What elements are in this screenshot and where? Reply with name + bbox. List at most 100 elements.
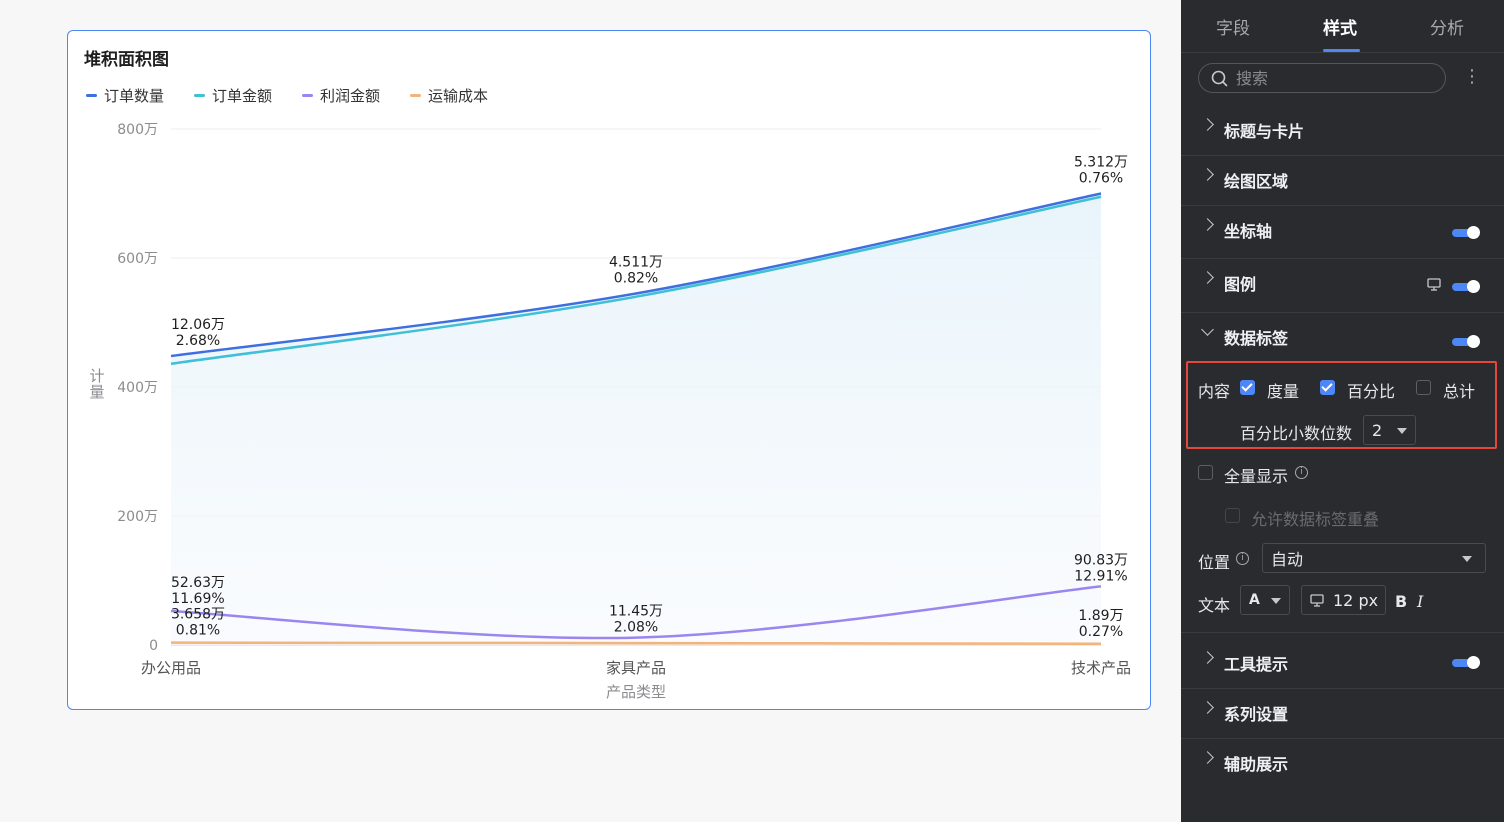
section-label: 辅助展示: [1224, 755, 1289, 774]
legend-item-order-count[interactable]: 订单数量: [86, 85, 164, 106]
chevron-right-icon: [1201, 118, 1214, 131]
data-label-percent: 11.69%: [171, 591, 224, 607]
total-checkbox[interactable]: [1416, 380, 1431, 395]
data-label-value: 4.511万: [609, 254, 663, 270]
section-aux-display[interactable]: 辅助展示: [1181, 739, 1504, 789]
series-line: [170, 195, 1102, 366]
measure-checkbox[interactable]: [1240, 380, 1255, 395]
data-label-value: 90.83万: [1074, 552, 1128, 568]
section-label: 工具提示: [1224, 655, 1289, 674]
caret-down-icon: [1462, 556, 1472, 562]
legend-swatch: [194, 94, 206, 97]
data-label-percent: 12.91%: [1074, 568, 1127, 584]
section-label: 绘图区域: [1224, 172, 1289, 191]
legend-swatch: [302, 94, 314, 97]
section-series-settings[interactable]: 系列设置: [1181, 689, 1504, 739]
more-options-icon[interactable]: ⋮: [1463, 66, 1481, 87]
decimals-value: 2: [1372, 420, 1383, 440]
data-label-toggle[interactable]: [1452, 335, 1480, 348]
section-axis[interactable]: 坐标轴: [1181, 206, 1504, 259]
chevron-right-icon: [1201, 651, 1214, 664]
section-label[interactable]: 数据标签: [1224, 329, 1289, 348]
measure-label: 度量: [1267, 382, 1300, 401]
y-tick-label: 600万: [117, 251, 158, 267]
monitor-icon: [1310, 593, 1324, 607]
percent-checkbox[interactable]: [1320, 380, 1335, 395]
data-label-value: 12.06万: [171, 317, 225, 333]
legend-label: 运输成本: [428, 87, 489, 105]
section-label: 标题与卡片: [1224, 122, 1305, 141]
allow-overlap-label: 允许数据标签重叠: [1251, 510, 1380, 529]
allow-overlap-checkbox[interactable]: [1225, 508, 1240, 523]
data-label-percent: 2.68%: [176, 333, 220, 349]
style-panel: 字段 样式 分析 ⋮ 标题与卡片 绘图区域 坐标轴 图例: [1181, 0, 1504, 822]
y-tick-label: 0: [149, 638, 158, 654]
section-label: 坐标轴: [1224, 222, 1273, 241]
axis-toggle[interactable]: [1452, 226, 1480, 239]
y-tick-label: 800万: [117, 122, 158, 138]
search-icon: [1211, 70, 1228, 86]
section-tooltip[interactable]: 工具提示: [1181, 633, 1504, 689]
position-label: 位置: [1198, 553, 1231, 572]
chart-legend: 订单数量 订单金额 利润金额 运输成本: [86, 85, 488, 106]
monitor-icon[interactable]: [1427, 278, 1441, 291]
info-icon[interactable]: i: [1295, 466, 1308, 479]
legend-swatch: [410, 94, 422, 97]
data-label-percent: 0.27%: [1079, 624, 1123, 640]
y-axis-title: 计: [89, 367, 104, 385]
section-label: 图例: [1224, 275, 1257, 294]
position-select[interactable]: 自动: [1262, 543, 1486, 573]
total-label: 总计: [1443, 382, 1476, 401]
data-label-value: 52.63万: [171, 575, 225, 591]
text-label: 文本: [1198, 596, 1231, 615]
decimals-label: 百分比小数位数: [1240, 424, 1353, 443]
y-tick-label: 200万: [117, 509, 158, 525]
tooltip-toggle[interactable]: [1452, 656, 1480, 669]
data-label-percent: 0.81%: [176, 623, 220, 639]
panel-tabs: 字段 样式 分析: [1181, 0, 1504, 53]
content-label: 内容: [1198, 382, 1231, 401]
font-color-select[interactable]: A: [1240, 585, 1290, 615]
legend-toggle[interactable]: [1452, 280, 1480, 293]
show-all-checkbox[interactable]: [1198, 465, 1213, 480]
bold-button[interactable]: B: [1395, 592, 1408, 611]
font-size-value: 12 px: [1333, 590, 1379, 610]
italic-button[interactable]: I: [1417, 592, 1424, 611]
area-fill: [171, 193, 1101, 645]
font-size-select[interactable]: 12 px: [1301, 585, 1386, 615]
chevron-right-icon: [1201, 271, 1214, 284]
section-title-card[interactable]: 标题与卡片: [1181, 106, 1504, 156]
chevron-down-icon[interactable]: [1201, 323, 1214, 336]
chevron-right-icon: [1201, 701, 1214, 714]
legend-swatch: [86, 94, 97, 97]
search-input[interactable]: [1234, 67, 1418, 89]
legend-item-order-amount[interactable]: 订单金额: [194, 85, 272, 106]
tab-fields[interactable]: 字段: [1216, 19, 1250, 39]
section-legend[interactable]: 图例: [1181, 259, 1504, 313]
legend-item-shipping[interactable]: 运输成本: [410, 85, 488, 106]
legend-label: 订单数量: [104, 87, 165, 105]
legend-item-profit[interactable]: 利润金额: [302, 85, 380, 106]
section-label: 系列设置: [1224, 705, 1289, 724]
data-label-percent: 2.08%: [614, 620, 658, 636]
x-tick-label: 家具产品: [606, 659, 666, 677]
tab-style[interactable]: 样式: [1323, 19, 1357, 39]
chart-card[interactable]: 堆积面积图 订单数量 订单金额 利润金额 运输成本 0 200万 400万 600万 8…: [67, 30, 1151, 710]
position-value: 自动: [1271, 550, 1304, 569]
y-axis-title: 量: [89, 383, 104, 401]
search-box[interactable]: [1198, 63, 1446, 93]
data-label-value: 11.45万: [609, 604, 663, 620]
section-data-label: 数据标签 内容 度量 百分比 总计 百分比小数位数 2 全量显示 i 允许数据标…: [1181, 313, 1504, 633]
tab-analysis[interactable]: 分析: [1430, 19, 1464, 39]
caret-down-icon: [1397, 428, 1407, 434]
x-axis-title: 产品类型: [606, 683, 666, 701]
x-tick-label: 办公用品: [141, 659, 201, 677]
data-label-percent: 0.76%: [1079, 171, 1123, 187]
decimals-select[interactable]: 2: [1363, 415, 1416, 445]
section-plot-area[interactable]: 绘图区域: [1181, 156, 1504, 206]
series-line: [170, 585, 1102, 640]
data-label-value: 3.658万: [171, 607, 225, 623]
info-icon[interactable]: i: [1236, 552, 1249, 565]
chevron-right-icon: [1201, 751, 1214, 764]
